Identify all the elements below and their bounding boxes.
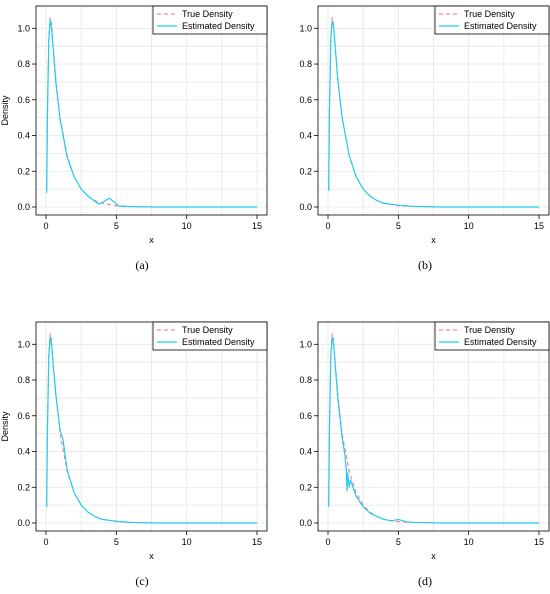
panel-c: 0 5 10 15 0.0 0.2 0.4 0.6 0.8 1.0 x Density True Den… [0, 322, 267, 561]
y-tick-label: 0.6 [17, 95, 30, 105]
y-tick-label: 1.0 [299, 339, 312, 349]
y-tick-label: 0.0 [17, 518, 30, 528]
caption-b: (b) [405, 258, 445, 273]
legend-estimated-label: Estimated Density [464, 337, 537, 347]
x-tick-label: 0 [43, 537, 48, 547]
x-tick-label: 5 [114, 537, 119, 547]
y-tick-label: 0.4 [299, 131, 312, 141]
y-tick-label: 1.0 [299, 23, 312, 33]
y-tick-label: 0.4 [17, 447, 30, 457]
x-axis-label: x [431, 551, 436, 561]
y-tick-label: 0.2 [299, 166, 312, 176]
legend-true-label: True Density [182, 325, 233, 335]
legend-estimated-label: Estimated Density [182, 337, 255, 347]
y-tick-label: 0.6 [17, 411, 30, 421]
x-tick-label: 5 [396, 221, 401, 231]
y-tick-label: 0.8 [17, 375, 30, 385]
legend-estimated-label: Estimated Density [182, 21, 255, 31]
x-tick-label: 10 [464, 221, 474, 231]
x-axis-label: x [431, 235, 436, 245]
x-tick-label: 15 [252, 537, 262, 547]
x-tick-label: 15 [252, 221, 262, 231]
legend-true-label: True Density [464, 325, 515, 335]
legend: True Density Estimated Density [435, 6, 549, 34]
x-tick-label: 10 [182, 221, 192, 231]
x-tick-label: 0 [325, 537, 330, 547]
y-axis-label: Density [0, 411, 10, 442]
x-tick-label: 10 [182, 537, 192, 547]
caption-c: (c) [122, 574, 162, 589]
y-tick-label: 0.8 [17, 59, 30, 69]
x-tick-label: 10 [464, 537, 474, 547]
x-tick-label: 5 [114, 221, 119, 231]
x-tick-label: 15 [534, 537, 544, 547]
y-tick-label: 0.4 [299, 447, 312, 457]
x-axis-label: x [149, 235, 154, 245]
caption-a: (a) [122, 258, 162, 273]
y-tick-label: 0.2 [17, 166, 30, 176]
x-tick-label: 0 [325, 221, 330, 231]
panel-b: 0 5 10 15 0.0 0.2 0.4 0.6 0.8 1.0 x True Density Est… [299, 6, 549, 245]
legend: True Density Estimated Density [153, 6, 267, 34]
y-tick-label: 0.0 [299, 202, 312, 212]
x-tick-label: 5 [396, 537, 401, 547]
y-tick-label: 1.0 [17, 23, 30, 33]
caption-d: (d) [405, 574, 445, 589]
legend: True Density Estimated Density [435, 322, 549, 350]
y-tick-label: 0.0 [17, 202, 30, 212]
legend: True Density Estimated Density [153, 322, 267, 350]
y-tick-label: 0.2 [17, 482, 30, 492]
y-tick-label: 0.6 [299, 95, 312, 105]
panel-a: 0 5 10 15 0.0 0.2 0.4 0.6 0.8 1.0 x Density True Den… [0, 6, 267, 245]
y-tick-label: 0.8 [299, 59, 312, 69]
legend-true-label: True Density [182, 9, 233, 19]
x-tick-label: 15 [534, 221, 544, 231]
y-tick-label: 1.0 [17, 339, 30, 349]
legend-true-label: True Density [464, 9, 515, 19]
y-tick-label: 0.0 [299, 518, 312, 528]
x-axis-label: x [149, 551, 154, 561]
y-tick-label: 0.8 [299, 375, 312, 385]
y-tick-label: 0.4 [17, 131, 30, 141]
panel-d: 0 5 10 15 0.0 0.2 0.4 0.6 0.8 1.0 x True Density Est… [299, 322, 549, 561]
x-tick-label: 0 [43, 221, 48, 231]
legend-estimated-label: Estimated Density [464, 21, 537, 31]
y-axis-label: Density [0, 95, 10, 126]
y-tick-label: 0.6 [299, 411, 312, 421]
y-tick-label: 0.2 [299, 482, 312, 492]
